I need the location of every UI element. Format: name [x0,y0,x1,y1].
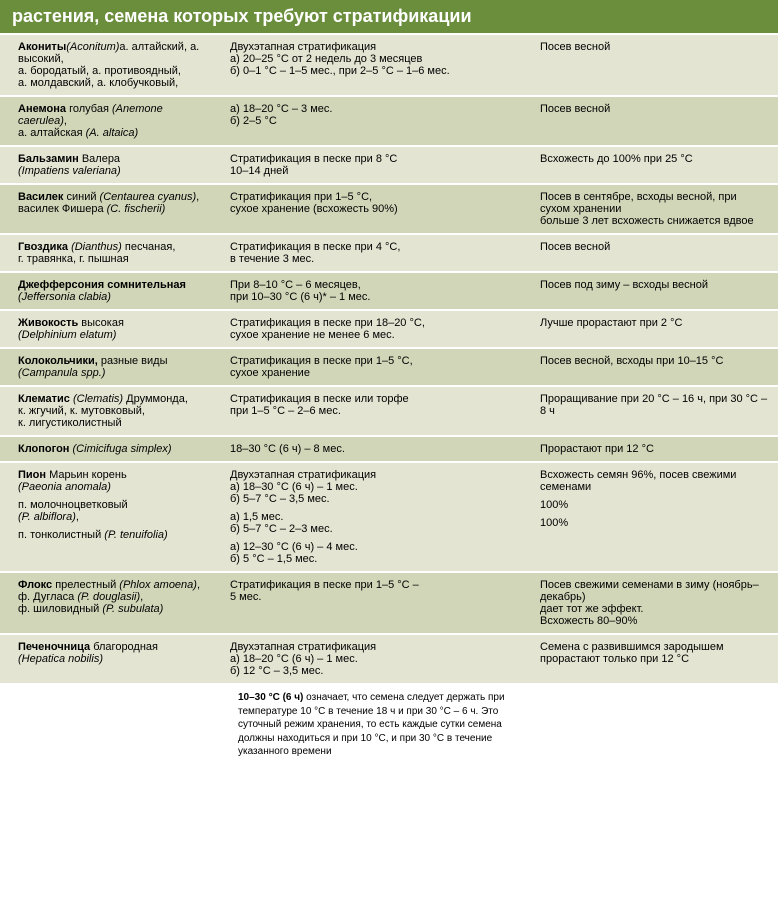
stratification-cell: Стратификация в песке при 8 °С10–14 дней [220,147,530,183]
result-cell: Всхожесть семян 96%, посев свежими семен… [530,463,778,571]
plant-cell: Колокольчики, разные виды(Campanula spp.… [0,349,220,385]
footnote-bold: 10–30 °С (6 ч) [238,692,303,703]
table-row: Пион Марьин корень(Paeonia anomala)п. мо… [0,461,778,571]
result-cell: Прорастают при 12 °С [530,437,778,461]
stratification-cell: Двухэтапная стратификацияа) 18–20 °С (6 … [220,635,530,683]
result-cell: Посев весной [530,35,778,95]
table-row: Клематис (Clematis) Друммонда,к. жгучий,… [0,385,778,435]
table-row: Анемона голубая (Anemone caerulea),а. ал… [0,95,778,145]
table-row: Живокость высокая(Delphinium elatum)Стра… [0,309,778,347]
plant-cell: Гвоздика (Dianthus) песчаная,г. травянка… [0,235,220,271]
stratification-cell: Стратификация в песке или торфепри 1–5 °… [220,387,530,435]
plant-cell: Бальзамин Валера(Impatiens valeriana) [0,147,220,183]
result-cell: Посев под зиму – всходы весной [530,273,778,309]
table-row: Флокс прелестный (Phlox amoena),ф. Дугла… [0,571,778,633]
result-cell: Посев весной [530,235,778,271]
stratification-cell: Двухэтапная стратификацияа) 18–30 °С (6 … [220,463,530,571]
table-row: Бальзамин Валера(Impatiens valeriana)Стр… [0,145,778,183]
plant-cell: Джефферсония сомнительная(Jeffersonia cl… [0,273,220,309]
plant-cell: Анемона голубая (Anemone caerulea),а. ал… [0,97,220,145]
table-row: Клопогон (Cimicifuga simplex)18–30 °С (6… [0,435,778,461]
result-cell: Проращивание при 20 °С – 16 ч, при 30 °С… [530,387,778,435]
plant-cell: Пион Марьин корень(Paeonia anomala)п. мо… [0,463,220,571]
plant-cell: Печеночница благородная(Hepatica nobilis… [0,635,220,683]
result-cell: Всхожесть до 100% при 25 °С [530,147,778,183]
result-cell: Лучше прорастают при 2 °С [530,311,778,347]
table-row: Колокольчики, разные виды(Campanula spp.… [0,347,778,385]
result-cell: Посев весной [530,97,778,145]
stratification-cell: 18–30 °С (6 ч) – 8 мес. [220,437,530,461]
stratification-cell: Стратификация при 1–5 °С,сухое хранение … [220,185,530,233]
stratification-cell: а) 18–20 °С – 3 мес.б) 2–5 °С [220,97,530,145]
plant-cell: Василек синий (Centaurea cyanus),василек… [0,185,220,233]
plant-cell: Акониты(Aconitum)а. алтайский, а. высоки… [0,35,220,95]
table-row: Акониты(Aconitum)а. алтайский, а. высоки… [0,33,778,95]
stratification-cell: Стратификация в песке при 18–20 °С,сухое… [220,311,530,347]
table-row: Гвоздика (Dianthus) песчаная,г. травянка… [0,233,778,271]
table-row: Джефферсония сомнительная(Jeffersonia cl… [0,271,778,309]
stratification-cell: Стратификация в песке при 1–5 °С,сухое х… [220,349,530,385]
plant-cell: Клематис (Clematis) Друммонда,к. жгучий,… [0,387,220,435]
table-body: Акониты(Aconitum)а. алтайский, а. высоки… [0,33,778,683]
result-cell: Посев в сентябре, всходы весной, при сух… [530,185,778,233]
plant-cell: Живокость высокая(Delphinium elatum) [0,311,220,347]
plant-cell: Флокс прелестный (Phlox amoena),ф. Дугла… [0,573,220,633]
table-row: Печеночница благородная(Hepatica nobilis… [0,633,778,683]
stratification-cell: Стратификация в песке при 1–5 °С –5 мес. [220,573,530,633]
table-header: растения, семена которых требуют стратиф… [0,0,778,33]
plant-cell: Клопогон (Cimicifuga simplex) [0,437,220,461]
stratification-cell: При 8–10 °С – 6 месяцев,при 10–30 °С (6 … [220,273,530,309]
result-cell: Семена с развившимся зародышемпрорастают… [530,635,778,683]
stratification-cell: Двухэтапная стратификацияа) 20–25 °С от … [220,35,530,95]
stratification-cell: Стратификация в песке при 4 °С,в течение… [220,235,530,271]
footnote: 10–30 °С (6 ч) означает, что семена след… [238,683,548,763]
table-row: Василек синий (Centaurea cyanus),василек… [0,183,778,233]
result-cell: Посев свежими семенами в зиму (ноябрь–де… [530,573,778,633]
result-cell: Посев весной, всходы при 10–15 °С [530,349,778,385]
